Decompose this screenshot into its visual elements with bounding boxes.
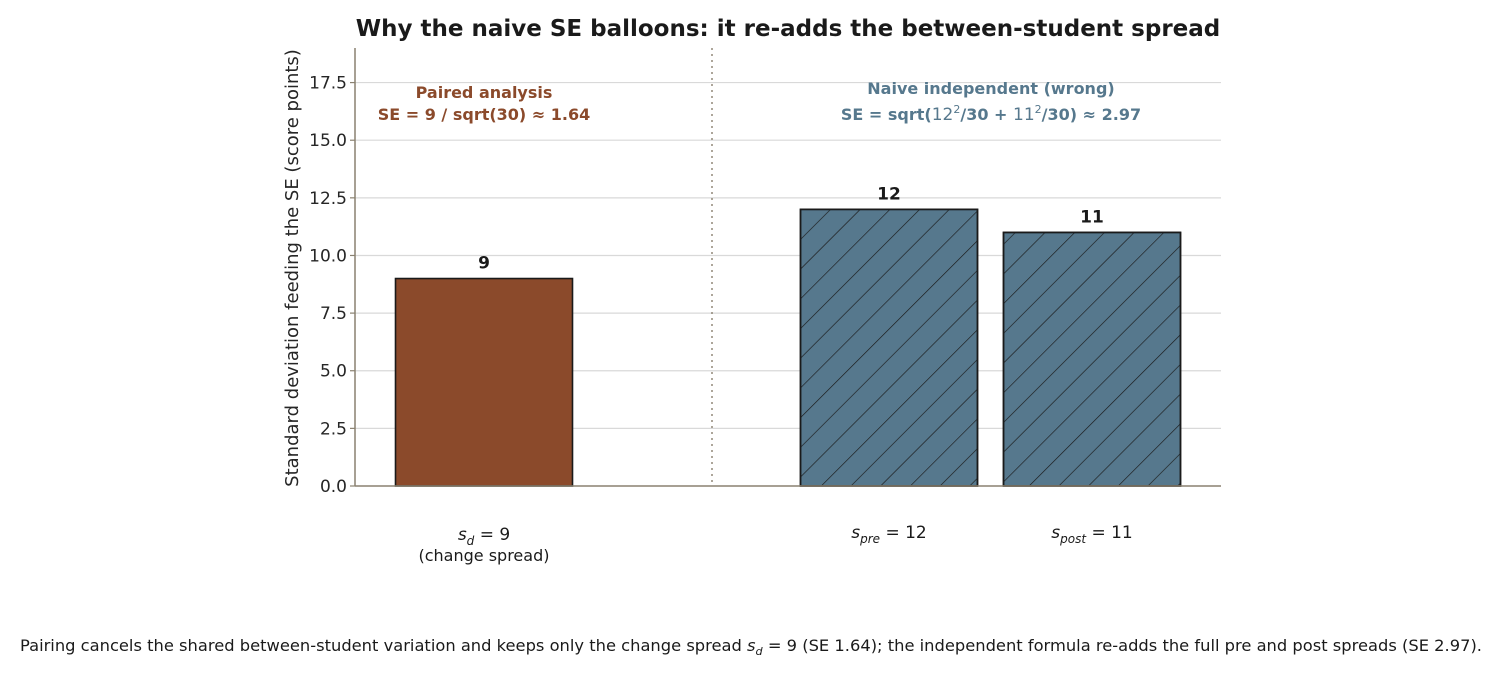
bar-paired-0 [394,277,574,487]
bars: 9 12 11 [394,184,1182,487]
naive-formula-base1: 12 [932,105,954,125]
y-axis-label: Standard deviation feeding the SE (score… [282,49,303,487]
bar-hatch-1 [799,208,979,487]
y-tick-label: 15.0 [309,131,347,151]
y-tick-label: 0.0 [320,477,347,497]
paired-annotation-title: Paired analysis [416,83,553,102]
naive-formula-suffix: /30) ≈ 2.97 [1042,105,1141,124]
category-label-pre: spre = 12 [851,523,926,546]
y-tick-label: 10.0 [309,246,347,266]
bar-value-label: 12 [877,184,901,204]
y-tick-label: 17.5 [309,74,347,94]
chart-title: Why the naive SE balloons: it re-adds th… [356,16,1221,42]
naive-formula-prefix: SE = sqrt( [841,105,932,124]
naive-formula-exp1: 2 [953,103,960,116]
y-tick-label: 2.5 [320,419,347,439]
naive-annotation-title: Naive independent (wrong) [867,79,1114,98]
y-tick-label: 12.5 [309,189,347,209]
bar-value-label: 9 [478,254,490,274]
y-tick-label: 5.0 [320,362,347,382]
y-ticks: 0.0 2.5 5.0 7.5 10.0 12.5 15.0 17.5 [309,74,355,497]
y-tick-label: 7.5 [320,304,347,324]
paired-annotation-formula: SE = 9 / sqrt(30) ≈ 1.64 [378,105,591,124]
naive-formula-exp2: 2 [1035,103,1042,116]
category-label-paired: sd = 9 [458,525,510,548]
naive-annotation-formula: SE = sqrt(122/30 + 112/30) ≈ 2.97 [841,103,1141,125]
naive-formula-base2: 11 [1013,105,1035,125]
category-label-post: spost = 11 [1051,523,1132,546]
bar-value-label: 11 [1080,207,1104,227]
figure-caption: Pairing cancels the shared between-stude… [20,636,1482,658]
bar-hatch-2 [1002,231,1182,487]
naive-formula-mid: /30 + [960,105,1013,124]
category-note-paired: (change spread) [419,546,550,565]
